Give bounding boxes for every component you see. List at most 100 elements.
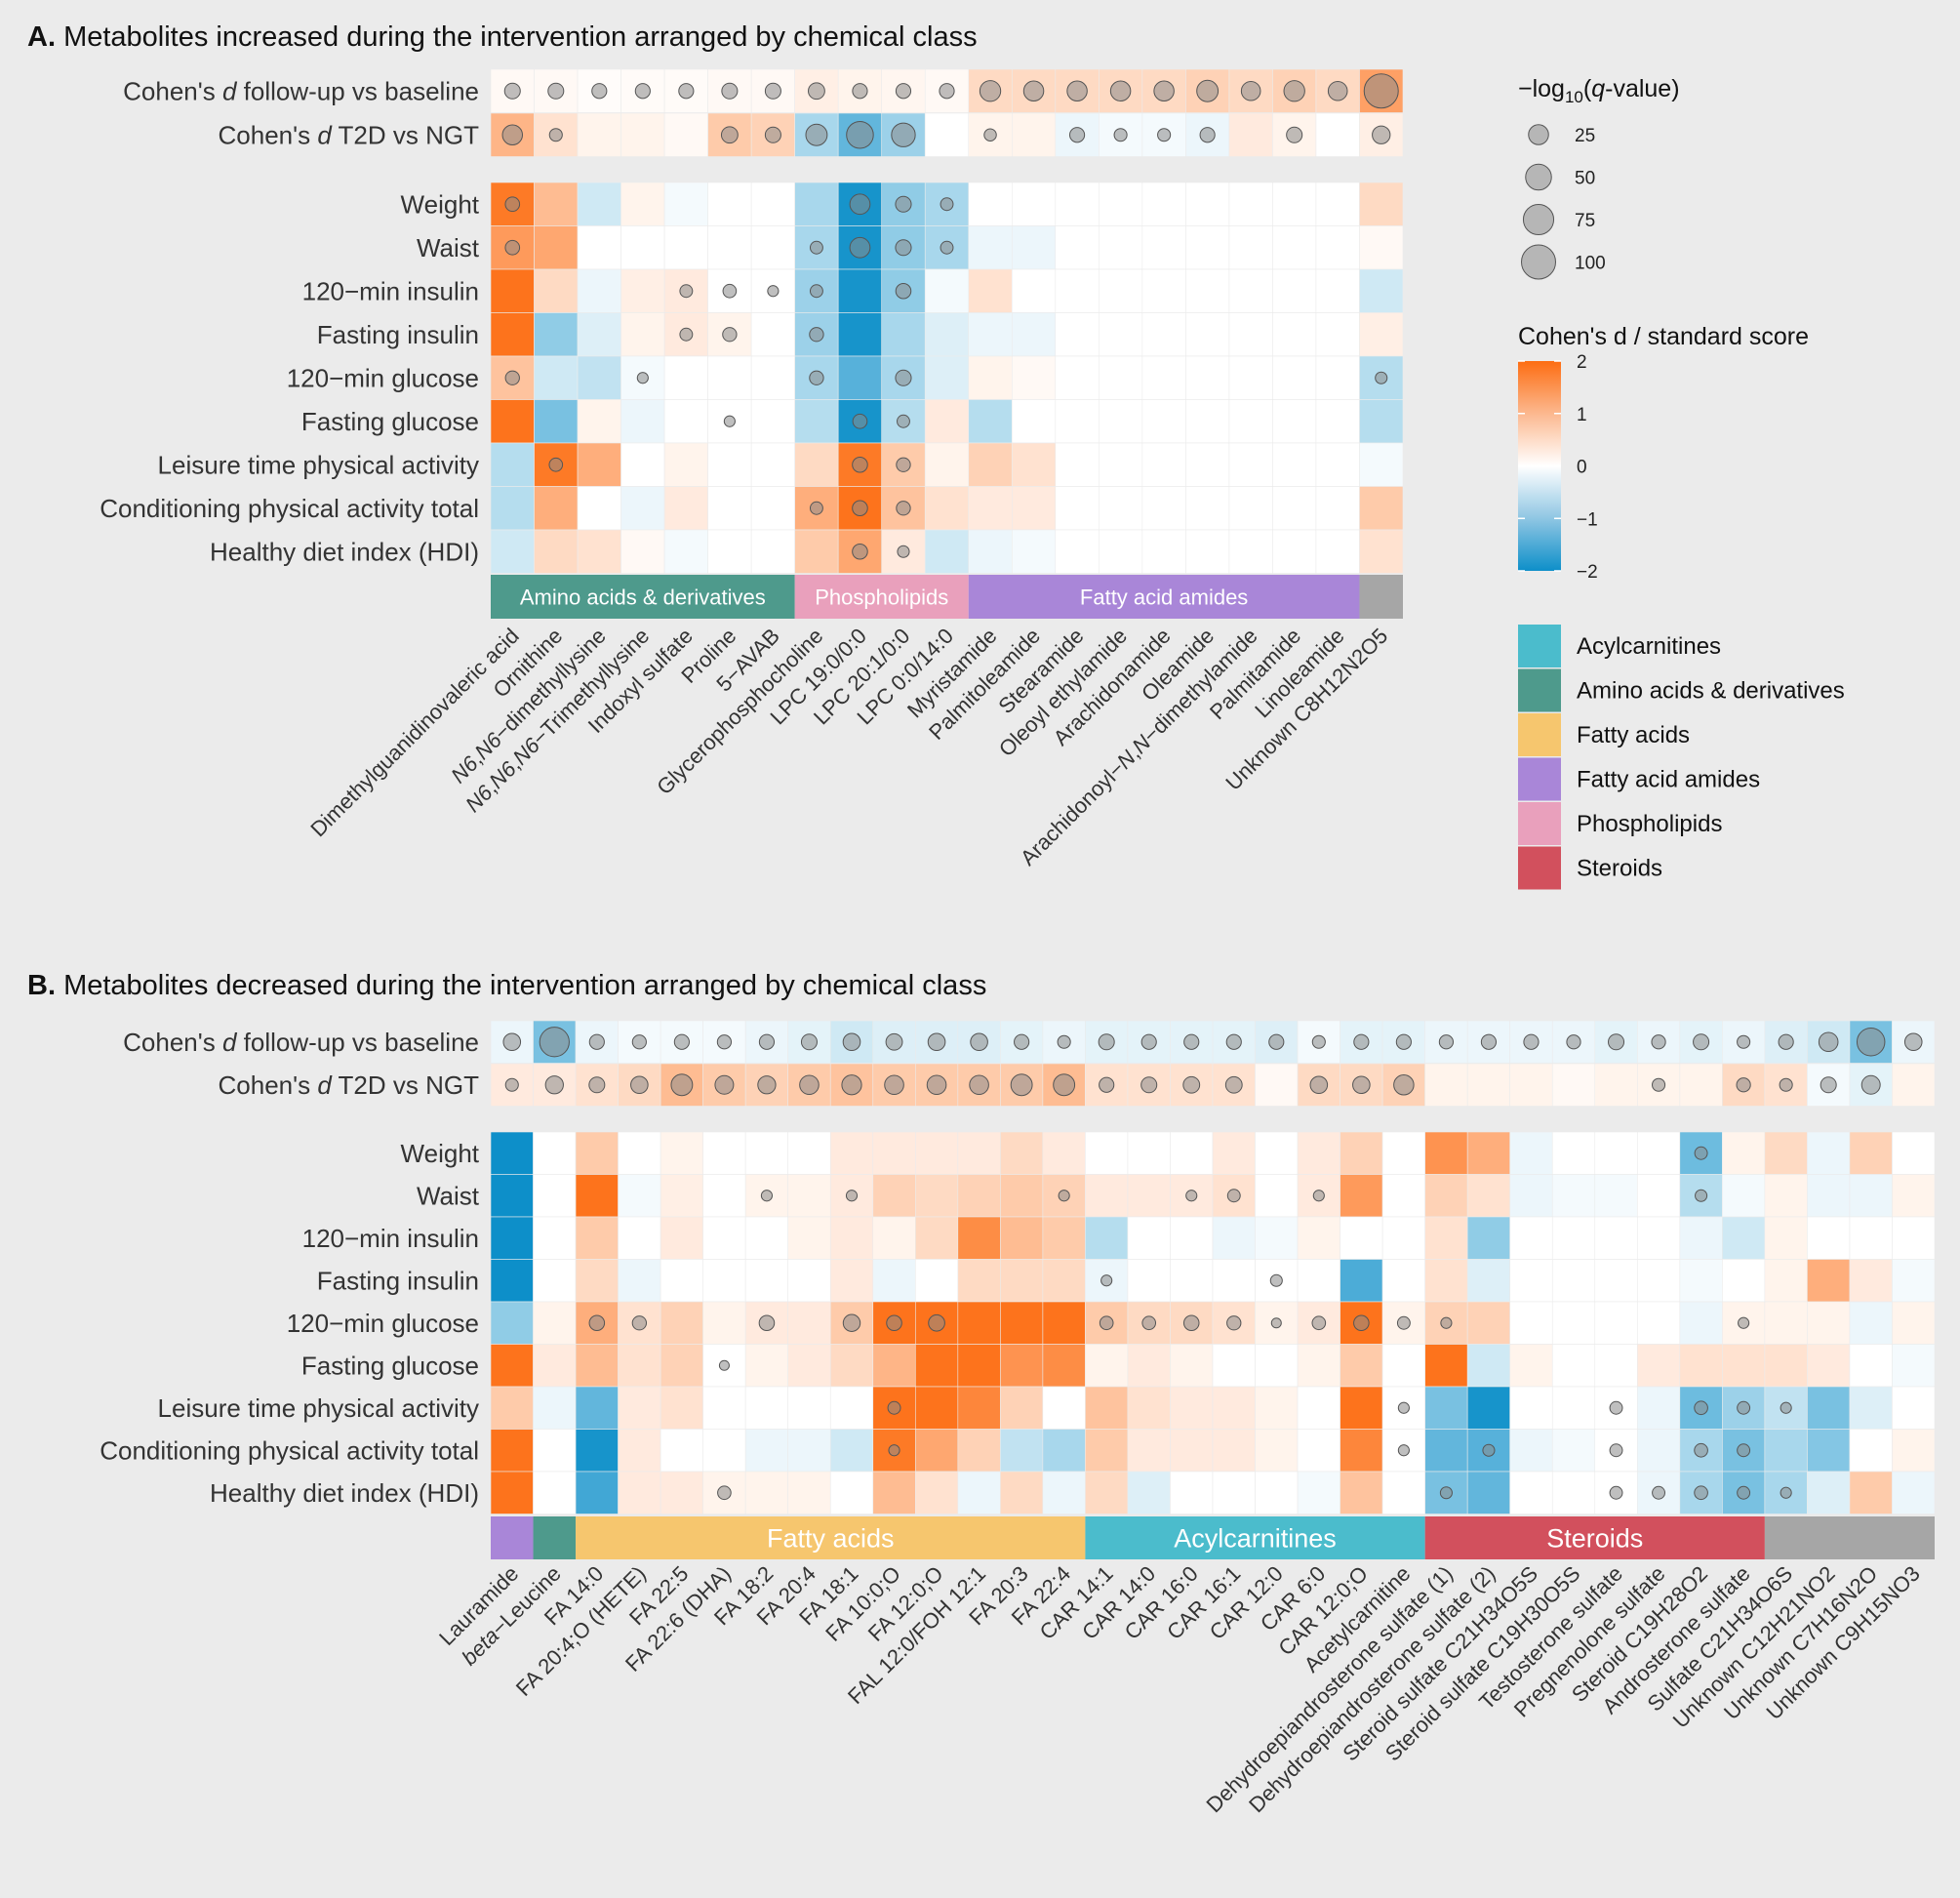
panel-b-cell [1381,1216,1425,1260]
panel-b-top-point [504,1077,519,1092]
panel-a-cell [1315,355,1360,400]
panel-b-cell [1466,1259,1511,1303]
panel-b-cell [1807,1301,1851,1345]
panel-b-cell [872,1216,916,1260]
panel-a-cell [1185,182,1230,226]
panel-a-point [852,456,868,473]
panel-b-top-point [1183,1033,1200,1050]
panel-b-top-point [1268,1033,1285,1050]
panel-a-title: A. Metabolites increased during the inte… [27,21,978,53]
panel-b-top-point [926,1074,947,1096]
panel-a-cell [1055,442,1100,487]
panel-b-cell [1679,1259,1723,1303]
panel-a-top-cell [1011,112,1057,157]
panel-a-cell [750,486,795,531]
panel-a-cell [1011,182,1057,226]
panel-b-point [1058,1190,1070,1202]
panel-b-cell [1297,1471,1340,1514]
panel-b-cell [829,1131,874,1175]
panel-a-top-point [895,83,912,100]
panel-b-cell [1892,1471,1936,1514]
panel-b-cell [1042,1259,1086,1303]
panel-b-cell [1212,1386,1256,1430]
panel-a-cell [1099,312,1143,357]
panel-b-title-text: Metabolites decreased during the interve… [63,970,986,1001]
size-legend-label: 25 [1575,126,1595,146]
panel-b-top-point [588,1076,606,1094]
panel-b-cell [1127,1259,1171,1303]
panel-a-cell [1272,442,1317,487]
panel-b-top-point [1566,1034,1581,1050]
panel-b-cell [829,1386,874,1430]
panel-b-row-label: Weight [401,1139,480,1168]
panel-b-class-strip [576,1516,1086,1559]
panel-b-cell [1042,1131,1086,1175]
panel-b-row-label: Fasting glucose [301,1351,479,1380]
class-legend-swatch [1518,713,1561,756]
panel-b-cell [1849,1259,1893,1303]
panel-a-cell [968,442,1013,487]
panel-a-cell [1228,225,1273,270]
panel-a-cell [750,225,795,270]
panel-a-cell [1185,486,1230,531]
panel-b-cell [1849,1301,1893,1345]
panel-b-row-label-top: Cohen's d T2D vs NGT [219,1070,480,1100]
panel-a-point [940,197,954,212]
panel-a-cell [1055,399,1100,444]
panel-a-cell [837,312,883,357]
panel-a-cell [1011,312,1057,357]
panel-b-class-strip [1424,1516,1765,1559]
panel-b-point [1738,1316,1750,1329]
panel-b-cell [1424,1174,1468,1218]
panel-a-cell [663,182,708,226]
panel-b-top-point [1651,1034,1666,1050]
panel-a-top-cell [1055,68,1100,113]
panel-b-top-point [927,1032,946,1052]
panel-a-cell [577,312,621,357]
panel-a-cell [1099,486,1143,531]
panel-a-cell [1359,182,1404,226]
panel-a-cell [1141,355,1186,400]
panel-b-cell [1849,1216,1893,1260]
panel-a-cell [534,486,579,531]
panel-b-cell [490,1174,534,1218]
panel-a-cell [577,268,621,313]
panel-b-cell [660,1131,703,1175]
panel-a-cell [1141,486,1186,531]
panel-a-point [504,370,520,385]
panel-b-cell [533,1301,577,1345]
panel-a-cell [1359,486,1404,531]
panel-b-cell [618,1471,661,1514]
panel-a-cell [663,225,708,270]
panel-a-cell [924,399,970,444]
panel-b-cell [1127,1471,1171,1514]
panel-b-cell [1466,1471,1511,1514]
panel-a-cell [1099,442,1143,487]
panel-b-cell [1849,1174,1893,1218]
panel-b-point [1099,1315,1114,1331]
class-legend-label: Fatty acids [1577,722,1690,748]
panel-b-cell [1042,1344,1086,1388]
color-bar [1518,361,1561,571]
panel-b-cell [1849,1471,1893,1514]
panel-a-cell [620,399,665,444]
panel-b-cell [1551,1301,1596,1345]
panel-b-top-point [716,1034,733,1050]
panel-b-cell [1722,1259,1766,1303]
panel-b-cell [1000,1259,1044,1303]
panel-b-cell [702,1301,746,1345]
panel-a-cell [750,182,795,226]
panel-a-top-point [678,83,695,100]
panel-a-cell [837,268,883,313]
color-bar-tick-label: 2 [1577,352,1587,373]
panel-b-cell [787,1344,831,1388]
panel-b-cell [533,1344,577,1388]
panel-b-point [1440,1316,1453,1329]
panel-b-row-label: Leisure time physical activity [158,1393,479,1423]
panel-a-cell [1099,268,1143,313]
panel-b-cell [1892,1131,1936,1175]
panel-a-top-point [501,124,524,145]
panel-a-cell [534,399,579,444]
panel-b-cell [957,1471,1001,1514]
panel-b-cell [618,1386,661,1430]
